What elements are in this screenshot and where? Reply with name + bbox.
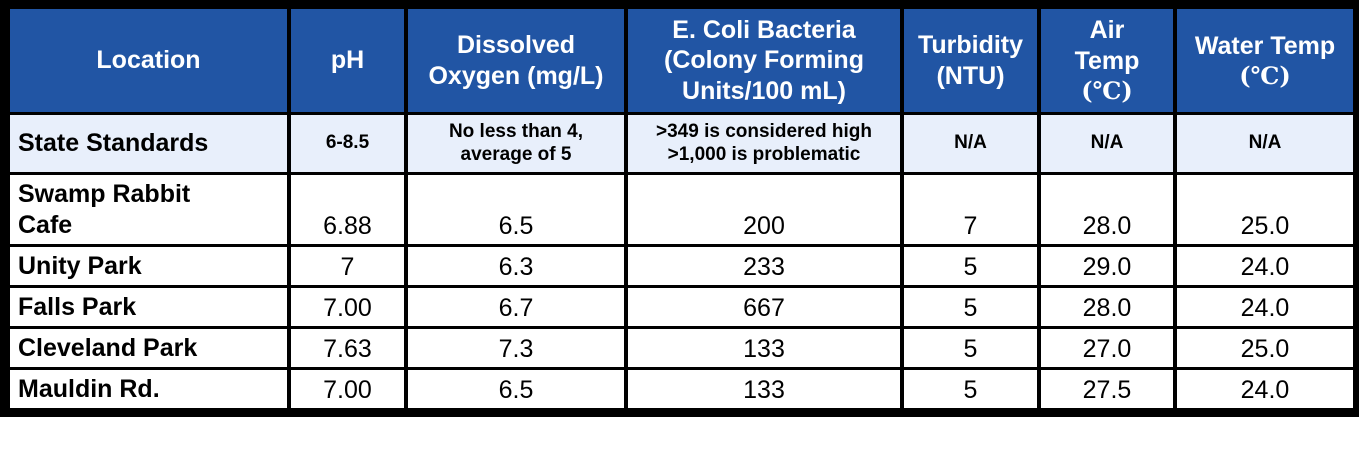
water-quality-table-frame: Location pH Dissolved Oxygen (mg/L) E. C… [0,0,1359,417]
header-label: Units/100 mL) [682,76,846,105]
standards-ecoli-line: >1,000 is problematic [667,143,861,165]
row-turbidity: 5 [900,367,1041,411]
row-water-temp: 25.0 [1173,326,1357,370]
header-label: Temp [1074,46,1140,75]
header-label: Air [1089,16,1125,45]
row-dissolved-oxygen: 6.3 [404,244,628,288]
standards-ecoli-line: >349 is considered high [656,120,872,142]
standards-water-temp: N/A [1173,112,1357,175]
header-unit-celsius: (℃) [1239,61,1291,91]
row-water-temp: 24.0 [1173,285,1357,329]
row-ph: 7 [287,244,408,288]
row-dissolved-oxygen: 6.5 [404,367,628,411]
column-header-ecoli: E. Coli Bacteria (Colony Forming Units/1… [624,6,904,115]
row-water-temp: 24.0 [1173,244,1357,288]
row-air-temp: 28.0 [1037,172,1177,247]
row-turbidity: 5 [900,244,1041,288]
column-header-turbidity: Turbidity (NTU) [900,6,1041,115]
row-turbidity: 7 [900,172,1041,247]
standards-do-line: average of 5 [460,143,572,165]
row-location: Falls Park [6,285,291,329]
column-header-dissolved-oxygen: Dissolved Oxygen (mg/L) [404,6,628,115]
column-header-air-temp: Air Temp (℃) [1037,6,1177,115]
standards-turbidity: N/A [900,112,1041,175]
table-row-unity-park: Unity Park 7 6.3 233 5 29.0 24.0 [6,244,1357,288]
row-ecoli: 133 [624,326,904,370]
header-label: E. Coli Bacteria [672,15,856,44]
row-turbidity: 5 [900,326,1041,370]
row-ecoli: 200 [624,172,904,247]
table-row-mauldin-rd: Mauldin Rd. 7.00 6.5 133 5 27.5 24.0 [6,367,1357,411]
standards-do-line: No less than 4, [448,120,584,142]
row-ecoli: 667 [624,285,904,329]
row-location-line: Swamp Rabbit [18,179,191,208]
standards-ph: 6-8.5 [287,112,408,175]
row-water-temp: 24.0 [1173,367,1357,411]
table-row-swamp-rabbit-cafe: Swamp Rabbit Cafe 6.88 6.5 200 7 28.0 25… [6,172,1357,247]
state-standards-row: State Standards 6-8.5 No less than 4, av… [6,112,1357,175]
row-turbidity: 5 [900,285,1041,329]
header-label: Oxygen (mg/L) [428,61,604,90]
standards-dissolved-oxygen: No less than 4, average of 5 [404,112,628,175]
header-label: pH [330,46,365,75]
column-header-water-temp: Water Temp (℃) [1173,6,1357,115]
standards-air-temp: N/A [1037,112,1177,175]
table-row-falls-park: Falls Park 7.00 6.7 667 5 28.0 24.0 [6,285,1357,329]
row-dissolved-oxygen: 7.3 [404,326,628,370]
row-air-temp: 29.0 [1037,244,1177,288]
row-ph: 6.88 [287,172,408,247]
header-label: Turbidity [917,31,1024,59]
header-label: (NTU) [936,61,1005,90]
row-location-line: Cafe [18,210,73,239]
standards-row-label: State Standards [6,112,291,175]
column-header-ph: pH [287,6,408,115]
header-label: Water Temp [1194,31,1336,60]
row-ecoli: 233 [624,244,904,288]
row-water-temp: 25.0 [1173,172,1357,247]
column-header-location: Location [6,6,291,115]
standards-ecoli: >349 is considered high >1,000 is proble… [624,112,904,175]
row-dissolved-oxygen: 6.5 [404,172,628,247]
water-quality-table: Location pH Dissolved Oxygen (mg/L) E. C… [6,6,1357,411]
row-location: Cleveland Park [6,326,291,370]
row-ph: 7.63 [287,326,408,370]
header-unit-celsius: (℃) [1081,76,1133,106]
header-label: Location [96,46,201,75]
row-location: Unity Park [6,244,291,288]
table-row-cleveland-park: Cleveland Park 7.63 7.3 133 5 27.0 25.0 [6,326,1357,370]
row-air-temp: 27.5 [1037,367,1177,411]
header-label: Dissolved [456,31,576,59]
row-air-temp: 28.0 [1037,285,1177,329]
row-ecoli: 133 [624,367,904,411]
row-location: Mauldin Rd. [6,367,291,411]
row-air-temp: 27.0 [1037,326,1177,370]
header-label: (Colony Forming [664,46,864,75]
row-location: Swamp Rabbit Cafe [6,172,291,247]
row-ph: 7.00 [287,367,408,411]
row-dissolved-oxygen: 6.7 [404,285,628,329]
header-row: Location pH Dissolved Oxygen (mg/L) E. C… [6,6,1357,115]
row-ph: 7.00 [287,285,408,329]
